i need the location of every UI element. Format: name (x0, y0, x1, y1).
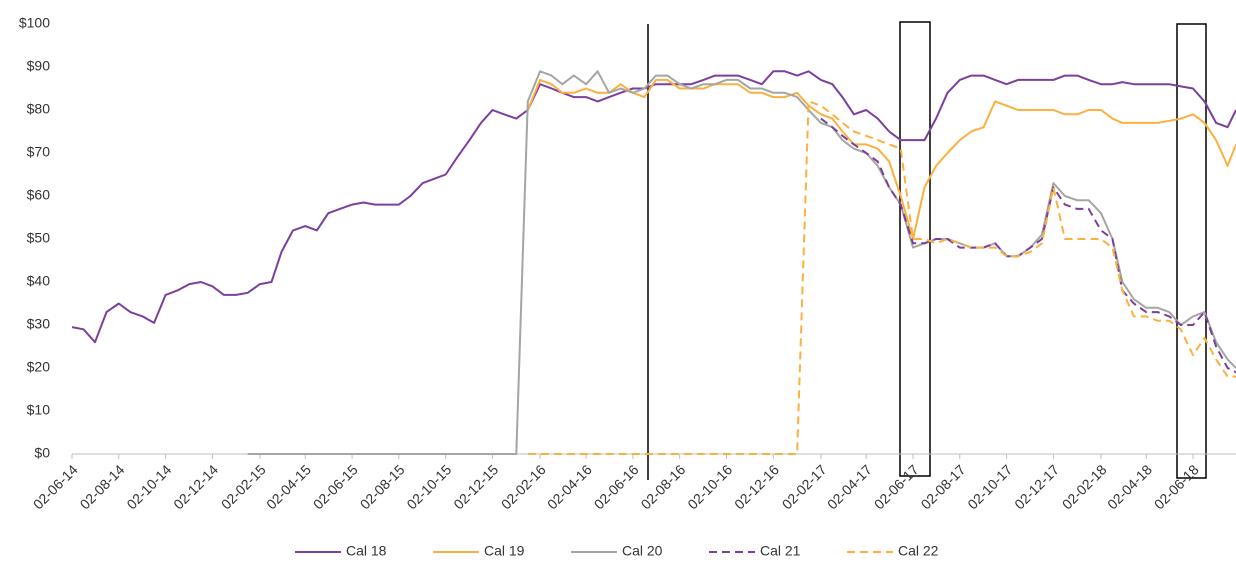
x-tick-label: 02-04-16 (544, 461, 595, 512)
x-tick-label: 02-02-17 (779, 461, 830, 512)
legend-label: Cal 21 (760, 543, 801, 559)
x-tick-label: 02-08-16 (637, 461, 688, 512)
series-line (526, 78, 1236, 240)
x-tick-label: 02-12-16 (731, 461, 782, 512)
x-tick-label: 02-10-14 (123, 461, 174, 512)
x-tick-label: 02-02-16 (498, 461, 549, 512)
x-tick-label: 02-08-15 (357, 461, 408, 512)
x-tick-label: 02-04-18 (1104, 461, 1155, 512)
legend-label: Cal 20 (622, 543, 663, 559)
x-tick-label: 02-06-14 (30, 461, 81, 512)
legend-label: Cal 19 (484, 543, 525, 559)
y-tick-label: $30 (27, 316, 51, 332)
y-tick-label: $90 (27, 58, 51, 74)
x-tick-label: 02-06-16 (591, 461, 642, 512)
x-tick-label: 02-04-17 (824, 461, 875, 512)
x-tick-label: 02-08-14 (77, 461, 128, 512)
x-tick-label: 02-12-15 (450, 461, 501, 512)
x-tick-label: 02-06-17 (871, 461, 922, 512)
y-tick-label: $70 (27, 144, 51, 160)
series-line (820, 117, 1236, 374)
x-tick-label: 02-02-15 (218, 461, 269, 512)
annotation-box (1176, 23, 1207, 479)
plot: $0 $10 $20 $30 $40 $50 $60 $70 $80 $90 $100 02-06-1… (19, 15, 1236, 512)
y-tick-label: $40 (27, 273, 51, 289)
x-tick-label: 02-10-17 (964, 461, 1015, 512)
x-tick-label: 02-12-14 (170, 461, 221, 512)
y-tick-label: $50 (27, 230, 51, 246)
x-tick-label: 02-10-16 (684, 461, 735, 512)
y-tick-label: $60 (27, 187, 51, 203)
legend-label: Cal 18 (346, 543, 387, 559)
legend-label: Cal 22 (898, 543, 939, 559)
x-tick-label: 02-10-15 (403, 461, 454, 512)
series-line (71, 70, 1236, 344)
y-tick-label: $0 (34, 445, 50, 461)
x-tick-label: 02-08-17 (918, 461, 969, 512)
y-tick-label: $80 (27, 101, 51, 117)
x-tick-label: 02-12-17 (1011, 461, 1062, 512)
annotation-box (899, 21, 931, 477)
y-tick-label: $20 (27, 359, 51, 375)
y-tick-label: $10 (27, 402, 51, 418)
y-tick-label: $100 (19, 15, 50, 31)
x-tick-label: 02-06-15 (310, 461, 361, 512)
x-tick-label: 02-02-18 (1059, 461, 1110, 512)
x-tick-label: 02-04-15 (263, 461, 314, 512)
series-line (247, 70, 1236, 455)
legend: Cal 18 Cal 19 Cal 20 Cal 21 Cal 22 (295, 543, 939, 559)
series-line (527, 100, 1236, 455)
